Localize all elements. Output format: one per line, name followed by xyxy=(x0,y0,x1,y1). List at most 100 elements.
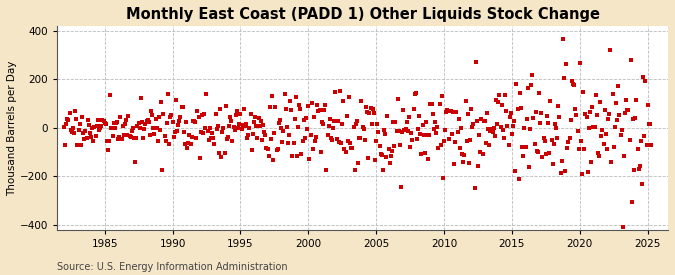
Point xyxy=(502,123,513,128)
Point xyxy=(613,84,624,89)
Point xyxy=(186,135,197,139)
Point xyxy=(331,137,342,141)
Point xyxy=(581,115,592,119)
Point xyxy=(412,137,423,141)
Point xyxy=(178,105,188,109)
Point xyxy=(520,145,531,150)
Point xyxy=(319,108,329,112)
Point xyxy=(635,139,646,143)
Point xyxy=(96,124,107,128)
Point xyxy=(595,100,605,104)
Point xyxy=(548,142,559,146)
Point xyxy=(169,130,180,134)
Point xyxy=(554,114,565,119)
Point xyxy=(508,124,518,128)
Point xyxy=(633,166,644,171)
Point xyxy=(524,127,535,131)
Point xyxy=(232,109,242,113)
Point xyxy=(115,115,126,119)
Point xyxy=(365,106,376,110)
Point xyxy=(328,126,339,131)
Point xyxy=(295,106,306,111)
Point xyxy=(128,125,138,130)
Point xyxy=(418,133,429,137)
Point xyxy=(91,123,102,128)
Point xyxy=(588,125,599,129)
Point xyxy=(330,90,341,95)
Point xyxy=(637,182,647,186)
Point xyxy=(392,97,403,101)
Point xyxy=(564,136,575,141)
Point xyxy=(86,134,97,139)
Point xyxy=(385,153,396,158)
Point xyxy=(528,116,539,120)
Point xyxy=(302,127,313,131)
Point xyxy=(492,122,503,126)
Point xyxy=(419,151,430,155)
Point xyxy=(84,122,95,127)
Point xyxy=(318,121,329,126)
Point xyxy=(335,141,346,145)
Point xyxy=(268,158,279,162)
Point xyxy=(424,133,435,137)
Point xyxy=(272,147,283,151)
Point xyxy=(296,152,307,156)
Point xyxy=(643,121,654,126)
Point xyxy=(111,120,122,124)
Point xyxy=(279,91,290,96)
Point xyxy=(81,136,92,140)
Point xyxy=(104,138,115,143)
Point xyxy=(159,134,170,138)
Point xyxy=(496,103,507,107)
Point xyxy=(184,133,195,137)
Point xyxy=(322,133,333,137)
Point xyxy=(163,92,173,96)
Point xyxy=(518,153,529,158)
Point xyxy=(61,122,72,126)
Point xyxy=(541,114,552,118)
Point xyxy=(211,126,222,131)
Point xyxy=(625,57,636,62)
Point xyxy=(275,118,286,122)
Point xyxy=(168,134,179,139)
Point xyxy=(524,165,535,169)
Point xyxy=(447,132,458,136)
Point xyxy=(312,103,323,107)
Point xyxy=(225,115,236,119)
Point xyxy=(396,185,406,189)
Point xyxy=(327,138,338,142)
Point xyxy=(106,125,117,130)
Point xyxy=(213,151,224,155)
Point xyxy=(531,149,542,154)
Point xyxy=(200,126,211,131)
Point xyxy=(188,119,198,123)
Point xyxy=(597,128,608,132)
Point xyxy=(556,159,567,163)
Point xyxy=(579,147,590,151)
Point xyxy=(415,132,426,137)
Point xyxy=(317,120,327,124)
Point xyxy=(64,111,75,115)
Point xyxy=(553,104,564,109)
Point xyxy=(223,135,234,139)
Point xyxy=(387,120,398,125)
Point xyxy=(402,120,412,125)
Point xyxy=(435,143,446,147)
Point xyxy=(405,144,416,149)
Point xyxy=(192,109,202,114)
Point xyxy=(626,199,637,204)
Point xyxy=(124,134,135,139)
Point xyxy=(371,139,381,143)
Point xyxy=(466,107,477,112)
Point xyxy=(360,138,371,142)
Point xyxy=(283,141,294,145)
Point xyxy=(608,92,618,97)
Point xyxy=(352,119,362,123)
Point xyxy=(614,113,625,117)
Point xyxy=(580,112,591,116)
Point xyxy=(303,104,314,108)
Point xyxy=(113,136,124,141)
Point xyxy=(265,137,276,141)
Point xyxy=(536,111,547,116)
Point xyxy=(250,114,261,119)
